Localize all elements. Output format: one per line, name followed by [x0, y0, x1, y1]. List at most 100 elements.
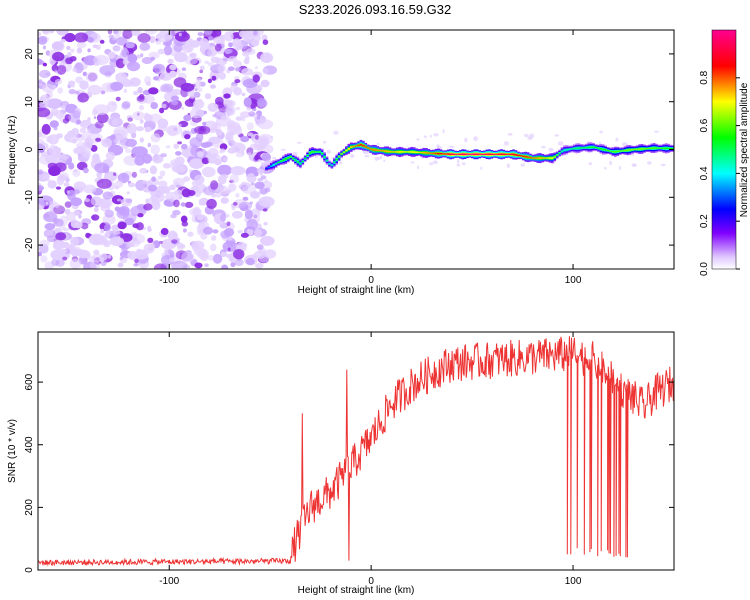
noise-blob: [171, 100, 179, 106]
noise-blob: [189, 137, 203, 148]
noise-blob: [38, 107, 51, 118]
track-segment: [303, 158, 307, 160]
track-segment: [393, 151, 397, 153]
noise-blob: [260, 79, 270, 88]
noise-blob: [228, 42, 233, 48]
noise-blob: [38, 154, 56, 165]
track-segment: [408, 151, 411, 153]
noise-blob: [223, 228, 235, 237]
track-segment: [265, 168, 268, 170]
noise-blob: [131, 30, 141, 36]
noise-blob: [253, 214, 258, 219]
track-segment: [645, 148, 649, 150]
noise-blob: [183, 176, 190, 182]
noise-blob: [204, 141, 213, 147]
noise-blob: [67, 52, 72, 57]
noise-blob: [147, 142, 152, 148]
noise-blob: [254, 154, 259, 161]
noise-blob: [219, 143, 228, 151]
chart-title: S233.2026.093.16.59.G32: [298, 2, 452, 17]
track-segment: [284, 158, 288, 160]
noise-blob: [239, 30, 252, 39]
track-segment: [507, 153, 510, 155]
track-segment: [337, 155, 341, 158]
track-segment: [299, 162, 302, 165]
colorbar-tick-label: 0.8: [699, 70, 710, 84]
track-segment: [534, 157, 537, 159]
noise-blob: [87, 48, 91, 53]
track-segment: [480, 153, 484, 155]
noise-blob: [150, 144, 160, 155]
noise-blob: [187, 231, 194, 237]
snr-plot-area: [38, 332, 674, 570]
track-segment: [451, 153, 455, 155]
noise-blob: [138, 93, 145, 100]
noise-blob: [93, 116, 97, 120]
noise-blob: [188, 96, 196, 104]
noise-blob: [112, 45, 121, 52]
noise-blob: [506, 163, 510, 168]
track-segment: [350, 146, 353, 148]
noise-blob: [92, 252, 102, 263]
noise-blob: [242, 50, 250, 57]
track-segment: [495, 153, 498, 155]
noise-blob: [215, 129, 223, 136]
noise-blob: [258, 133, 274, 145]
noise-blob: [54, 69, 58, 73]
noise-blob: [93, 104, 110, 115]
track-segment: [524, 155, 527, 158]
noise-blob: [244, 209, 253, 220]
noise-blob: [246, 173, 257, 183]
noise-blob: [112, 30, 119, 35]
noise-blob: [207, 62, 214, 67]
noise-blob: [207, 78, 212, 84]
noise-blob: [203, 226, 213, 235]
noise-blob: [149, 35, 156, 44]
noise-blob: [182, 45, 193, 54]
track-segment: [463, 153, 467, 156]
noise-blob: [115, 180, 124, 188]
noise-blob: [204, 263, 209, 268]
noise-blob: [660, 163, 666, 167]
noise-blob: [219, 34, 225, 40]
noise-blob: [124, 148, 132, 153]
noise-blob: [189, 40, 201, 48]
noise-blob: [138, 104, 145, 111]
track-segment: [405, 151, 409, 153]
track-segment: [439, 153, 443, 155]
noise-blob: [141, 56, 153, 65]
colorbar-tick-label: 0.6: [699, 118, 710, 132]
noise-blob: [108, 34, 114, 39]
track-segment: [594, 147, 598, 149]
noise-blob: [183, 114, 192, 122]
noise-blob: [126, 61, 141, 72]
colorbar-tick-label: 0.0: [699, 262, 710, 276]
noise-blob: [133, 90, 139, 96]
noise-blob: [169, 184, 176, 191]
noise-blob: [76, 133, 84, 142]
noise-blob: [269, 135, 274, 139]
noise-blob: [119, 256, 124, 260]
noise-blob: [153, 263, 167, 269]
noise-blob: [217, 64, 226, 73]
noise-blob: [243, 58, 250, 65]
noise-blob: [233, 249, 245, 260]
noise-blob: [220, 148, 226, 153]
y-tick-label: -20: [24, 237, 35, 252]
noise-blob: [171, 239, 178, 244]
noise-blob: [260, 175, 267, 180]
noise-blob: [96, 171, 103, 178]
noise-blob: [173, 143, 180, 150]
track-segment: [536, 157, 540, 159]
noise-blob: [363, 150, 369, 155]
track-segment: [277, 161, 280, 163]
noise-blob: [60, 249, 67, 254]
track-segment: [577, 147, 581, 149]
noise-blob: [47, 180, 57, 189]
track-segment: [429, 152, 433, 154]
noise-blob: [113, 134, 128, 145]
noise-blob: [241, 92, 246, 97]
noise-blob: [541, 145, 546, 149]
noise-blob: [524, 133, 529, 138]
noise-blob: [93, 207, 99, 213]
